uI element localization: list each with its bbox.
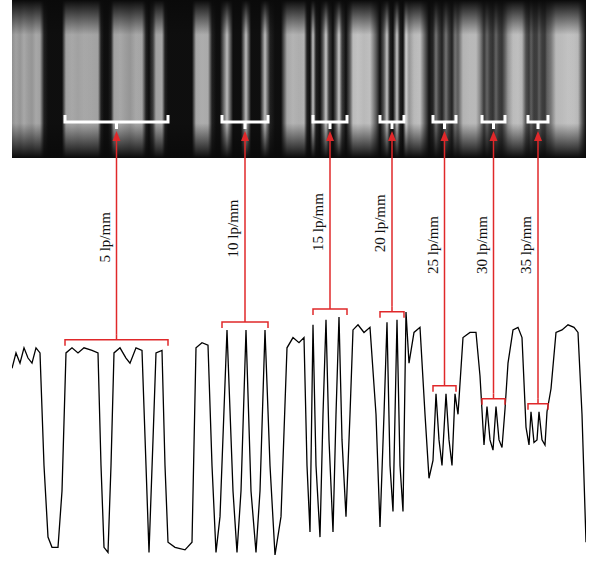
svg-text:5 lp/mm: 5 lp/mm — [97, 212, 113, 263]
svg-text:10 lp/mm: 10 lp/mm — [225, 199, 241, 257]
svg-text:25 lp/mm: 25 lp/mm — [425, 216, 441, 274]
svg-text:30 lp/mm: 30 lp/mm — [474, 216, 490, 274]
svg-text:35 lp/mm: 35 lp/mm — [518, 216, 534, 274]
svg-text:15 lp/mm: 15 lp/mm — [310, 193, 326, 251]
svg-text:20 lp/mm: 20 lp/mm — [372, 194, 388, 252]
